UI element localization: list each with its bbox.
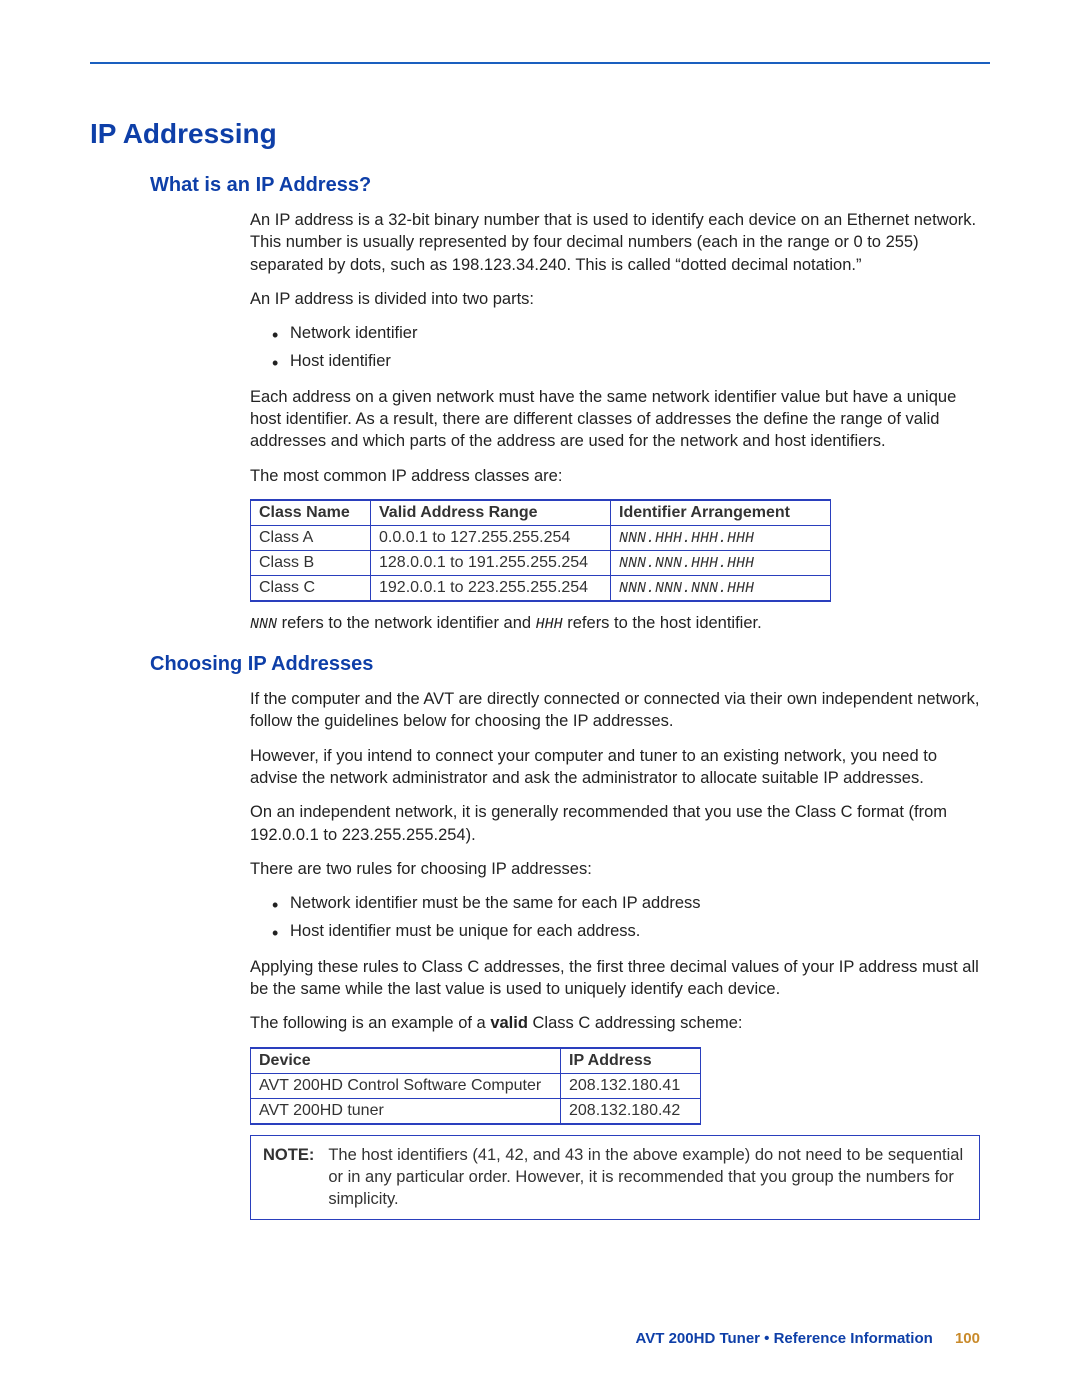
page-footer: AVT 200HD Tuner • Reference Information … — [636, 1330, 980, 1347]
section-1-legend: NNN refers to the network identifier and… — [250, 612, 980, 635]
page-title: IP Addressing — [90, 118, 990, 150]
table-cell: Class B — [251, 550, 371, 575]
table-cell: 128.0.0.1 to 191.255.255.254 — [371, 550, 611, 575]
bullet-item: Host identifier must be unique for each … — [272, 920, 980, 944]
section-2-p2: However, if you intend to connect your c… — [250, 745, 980, 790]
legend-hhh: HHH — [536, 616, 563, 633]
table-header: Class Name — [251, 500, 371, 526]
footer-pagenum: 100 — [955, 1330, 980, 1347]
section-2-p5: Applying these rules to Class C addresse… — [250, 956, 980, 1001]
note-label: NOTE: — [263, 1144, 314, 1211]
footer-text: AVT 200HD Tuner • Reference Information — [636, 1330, 933, 1347]
section-2-bullets: Network identifier must be the same for … — [250, 892, 980, 944]
table-cell: 0.0.0.1 to 127.255.255.254 — [371, 525, 611, 550]
section-2-p1: If the computer and the AVT are directly… — [250, 688, 980, 733]
ip-class-table-wrap: Class NameValid Address RangeIdentifier … — [250, 499, 980, 602]
bullet-item: Network identifier — [272, 322, 980, 346]
table-cell: Class A — [251, 525, 371, 550]
table-cell: 208.132.180.42 — [561, 1098, 701, 1124]
note-box: NOTE: The host identifiers (41, 42, and … — [250, 1135, 980, 1220]
section-1-heading: What is an IP Address? — [150, 174, 990, 197]
ip-class-table: Class NameValid Address RangeIdentifier … — [250, 499, 831, 602]
section-2-p4: There are two rules for choosing IP addr… — [250, 858, 980, 880]
table-cell: NNN.NNN.HHH.HHH — [611, 550, 831, 575]
legend-nnn: NNN — [250, 616, 277, 633]
section-1-p3: Each address on a given network must hav… — [250, 386, 980, 453]
table-cell: NNN.HHH.HHH.HHH — [611, 525, 831, 550]
table-header: IP Address — [561, 1048, 701, 1074]
top-rule — [90, 62, 990, 64]
section-1-p2: An IP address is divided into two parts: — [250, 288, 980, 310]
bullet-item: Host identifier — [272, 350, 980, 374]
note-body: The host identifiers (41, 42, and 43 in … — [328, 1144, 967, 1211]
section-2-p6: The following is an example of a valid C… — [250, 1012, 980, 1034]
section-2-heading: Choosing IP Addresses — [150, 653, 990, 676]
legend-text: refers to the network identifier and — [277, 614, 536, 632]
p6-post: Class C addressing scheme: — [528, 1014, 743, 1032]
table-cell: AVT 200HD Control Software Computer — [251, 1073, 561, 1098]
section-1-p4: The most common IP address classes are: — [250, 465, 980, 487]
device-ip-table: DeviceIP AddressAVT 200HD Control Softwa… — [250, 1047, 701, 1125]
table-cell: AVT 200HD tuner — [251, 1098, 561, 1124]
section-1-p1: An IP address is a 32-bit binary number … — [250, 209, 980, 276]
p6-bold: valid — [490, 1014, 528, 1032]
table-cell: 192.0.0.1 to 223.255.255.254 — [371, 575, 611, 601]
table-cell: 208.132.180.41 — [561, 1073, 701, 1098]
section-1-bullets: Network identifier Host identifier — [250, 322, 980, 374]
table-header: Identifier Arrangement — [611, 500, 831, 526]
table-header: Valid Address Range — [371, 500, 611, 526]
table-cell: Class C — [251, 575, 371, 601]
device-ip-table-wrap: DeviceIP AddressAVT 200HD Control Softwa… — [250, 1047, 980, 1125]
p6-pre: The following is an example of a — [250, 1014, 490, 1032]
legend-text: refers to the host identifier. — [563, 614, 762, 632]
table-header: Device — [251, 1048, 561, 1074]
table-cell: NNN.NNN.NNN.HHH — [611, 575, 831, 601]
section-2-p3: On an independent network, it is general… — [250, 801, 980, 846]
document-page: IP Addressing What is an IP Address? An … — [0, 0, 1080, 1397]
bullet-item: Network identifier must be the same for … — [272, 892, 980, 916]
